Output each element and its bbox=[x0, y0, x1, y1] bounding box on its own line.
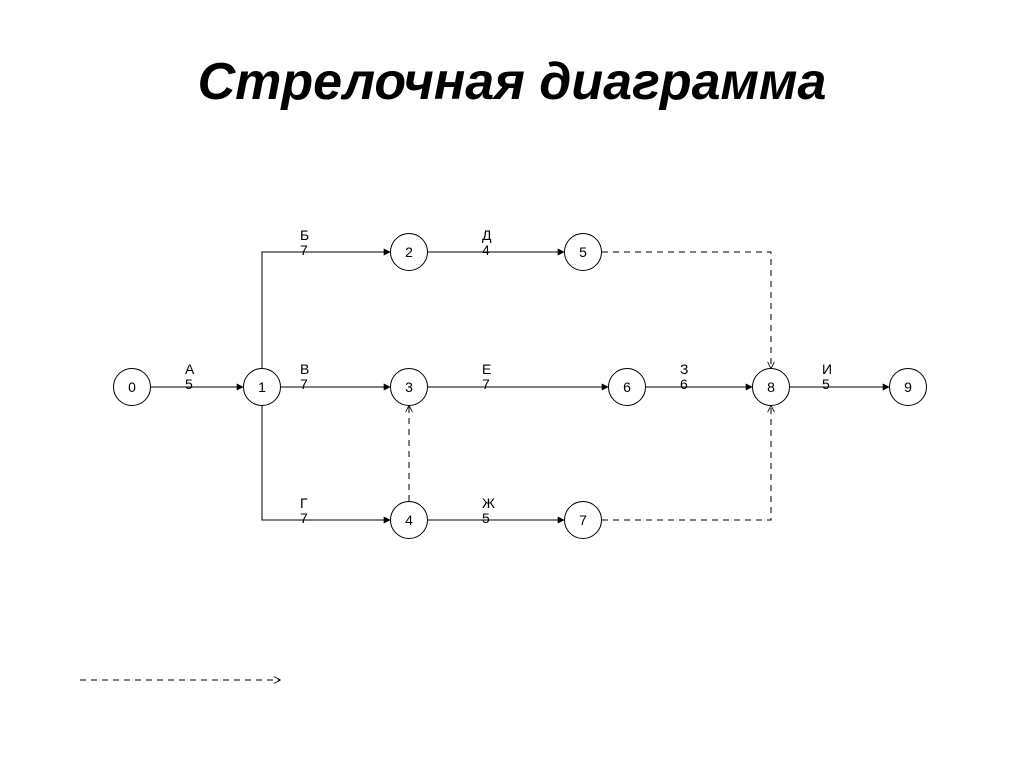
edge-label: Б 7 bbox=[300, 228, 309, 258]
edge-label: В 7 bbox=[300, 362, 309, 392]
node-2: 2 bbox=[390, 233, 428, 271]
node-3: 3 bbox=[390, 368, 428, 406]
node-8: 8 bbox=[752, 368, 790, 406]
edge-label: Г 7 bbox=[300, 496, 308, 526]
node-7: 7 bbox=[564, 501, 602, 539]
node-4: 4 bbox=[390, 501, 428, 539]
node-0: 0 bbox=[113, 368, 151, 406]
node-6: 6 bbox=[608, 368, 646, 406]
node-5: 5 bbox=[564, 233, 602, 271]
edge-label: З 6 bbox=[680, 362, 688, 392]
edge-label: И 5 bbox=[822, 362, 832, 392]
edge-label: А 5 bbox=[185, 362, 194, 392]
edge-label: Е 7 bbox=[482, 362, 491, 392]
node-9: 9 bbox=[889, 368, 927, 406]
node-1: 1 bbox=[243, 368, 281, 406]
diagram-canvas: 0 1 2 3 4 5 6 7 8 9 А 5 Б 7 В 7 Г 7 Д 4 Е 7 Ж 5 З 6 И 5 bbox=[0, 0, 1024, 768]
edge-layer bbox=[0, 0, 1024, 768]
edge-label: Д 4 bbox=[482, 228, 491, 258]
edge-label: Ж 5 bbox=[482, 496, 495, 526]
